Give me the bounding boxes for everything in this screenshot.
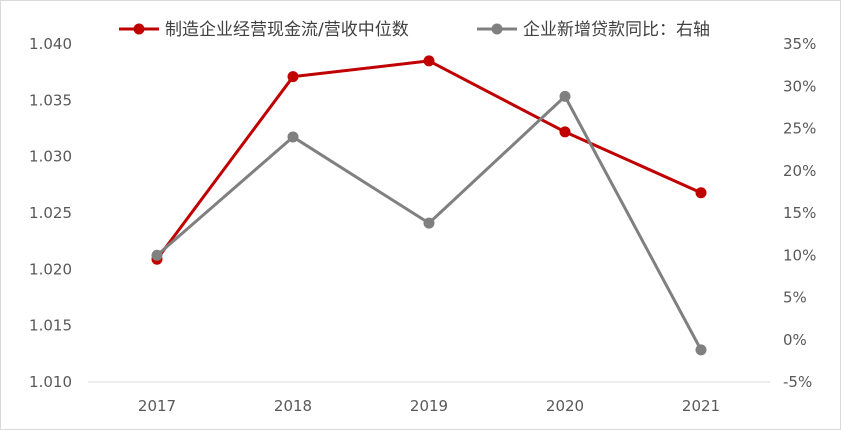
y-right-tick-label: 25% [783,120,816,138]
legend-label-loans: 企业新增贷款同比：右轴 [523,20,710,40]
y-right-tick-label: -5% [783,373,812,391]
y-left-tick-labels: 1.010 1.015 1.020 1.025 1.030 1.035 1.040 [29,35,72,391]
y-right-tick-label: 30% [783,77,816,95]
x-tick-label: 2020 [546,397,584,415]
y-left-tick-label: 1.035 [29,91,72,109]
legend-item-cashflow: 制造企业经营现金流/营收中位数 [119,20,409,40]
y-left-tick-label: 1.010 [29,373,72,391]
x-tick-label: 2018 [274,397,312,415]
legend-swatch-marker-loans [491,23,503,35]
y-right-tick-label: 5% [783,289,807,307]
data-point-cashflow [695,187,707,199]
data-point-cashflow [423,55,435,67]
y-left-tick-label: 1.030 [29,148,72,166]
x-tick-labels: 2017 2018 2019 2020 2021 [138,397,720,415]
x-tick-label: 2017 [138,397,176,415]
x-tick-label: 2019 [410,397,448,415]
data-point-cashflow [287,71,299,83]
data-point-loans [287,131,299,143]
data-point-loans [695,344,707,356]
legend-swatch-marker-cashflow [133,23,145,35]
y-left-tick-label: 1.040 [29,35,72,53]
data-point-loans [423,217,435,229]
y-right-tick-labels: -5% 0% 5% 10% 15% 20% 25% 30% 35% [783,35,816,391]
legend-item-loans: 企业新增贷款同比：右轴 [477,20,710,40]
y-left-tick-label: 1.025 [29,204,72,222]
y-right-tick-label: 15% [783,204,816,222]
legend-label-cashflow: 制造企业经营现金流/营收中位数 [165,20,409,40]
data-point-cashflow [559,126,571,138]
x-tick-label: 2021 [682,397,720,415]
series-layer [151,55,707,356]
y-right-tick-label: 10% [783,246,816,264]
y-right-tick-label: 0% [783,331,807,349]
data-point-loans [151,249,163,261]
legend: 制造企业经营现金流/营收中位数 企业新增贷款同比：右轴 [119,20,710,40]
y-right-tick-label: 20% [783,162,816,180]
y-right-tick-label: 35% [783,35,816,53]
y-left-tick-label: 1.015 [29,317,72,335]
y-left-tick-label: 1.020 [29,260,72,278]
data-point-loans [559,90,571,102]
